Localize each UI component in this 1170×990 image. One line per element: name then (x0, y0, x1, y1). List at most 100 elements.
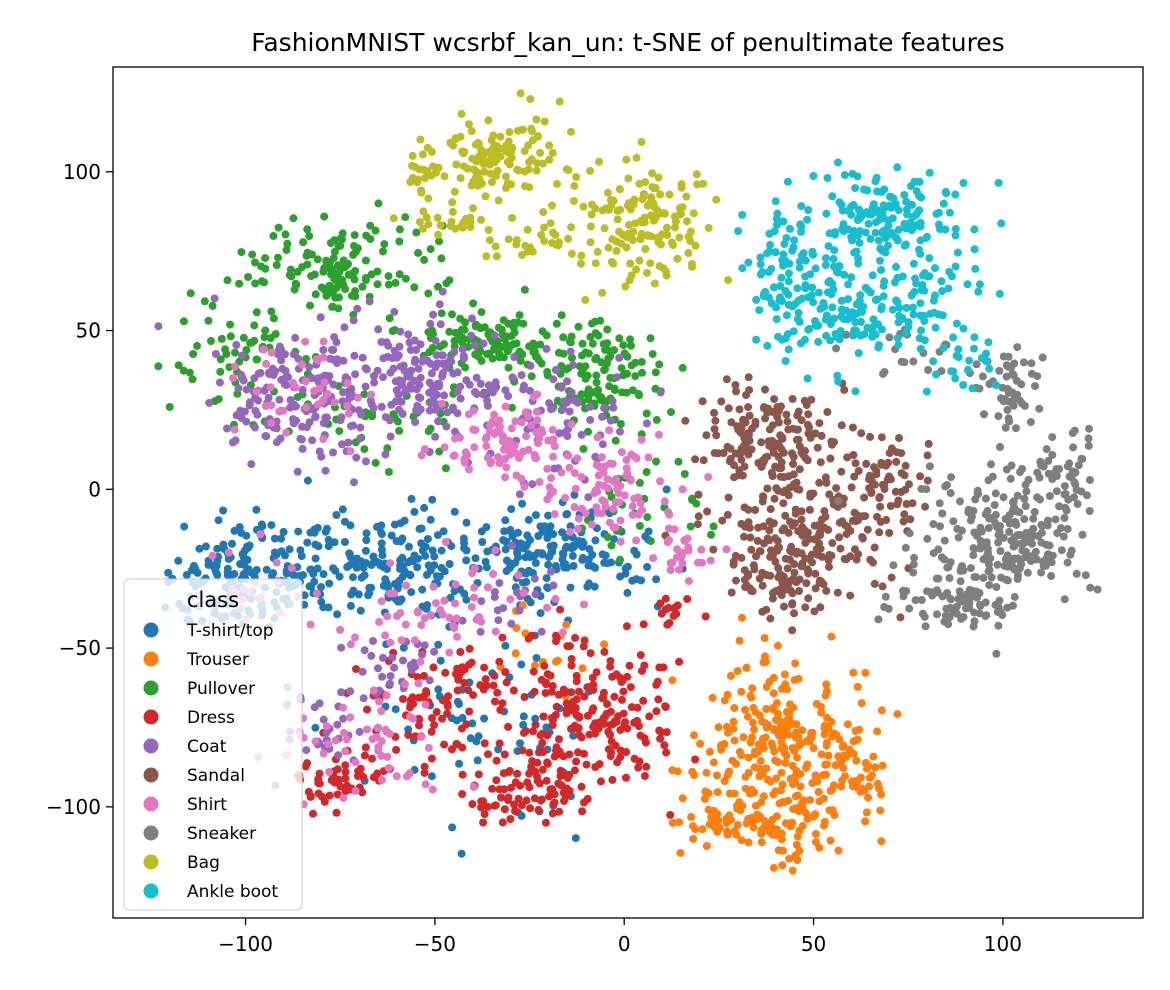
data-point (729, 724, 738, 733)
data-point (782, 234, 791, 242)
data-point (470, 341, 479, 350)
data-point (828, 192, 837, 201)
data-point (621, 282, 630, 291)
data-point (335, 427, 344, 436)
data-point (884, 230, 893, 239)
data-point (476, 627, 485, 636)
data-point (837, 312, 846, 321)
data-point (678, 485, 687, 494)
data-point (851, 727, 860, 735)
data-point (746, 533, 755, 542)
data-point (758, 268, 767, 277)
data-point (267, 307, 276, 316)
data-point (450, 507, 459, 516)
data-point (603, 533, 612, 542)
data-point (511, 417, 520, 426)
data-point (566, 347, 575, 356)
data-point (393, 612, 401, 620)
data-point (697, 545, 706, 554)
data-point (247, 460, 256, 469)
data-point (850, 472, 859, 481)
data-point (582, 760, 591, 769)
data-point (350, 478, 358, 487)
data-point (413, 563, 422, 572)
data-point (826, 836, 835, 845)
data-point (623, 588, 632, 597)
data-point (771, 248, 780, 257)
data-point (457, 109, 466, 118)
data-point (193, 341, 201, 350)
data-point (257, 520, 266, 529)
data-point (873, 295, 882, 304)
data-point (252, 387, 261, 396)
data-point (909, 310, 918, 319)
data-point (521, 182, 529, 191)
data-point (207, 337, 215, 345)
data-point (714, 723, 723, 732)
data-point (706, 556, 715, 565)
data-point (347, 389, 355, 398)
data-point (849, 451, 858, 459)
data-point (427, 389, 436, 398)
data-point (634, 763, 643, 772)
data-point (346, 553, 355, 562)
data-point (237, 370, 246, 379)
data-point (949, 367, 958, 376)
data-point (495, 459, 504, 468)
x-axis: −100 −50 0 50 100 (218, 918, 1022, 956)
data-point (869, 752, 878, 761)
data-point (223, 571, 232, 580)
data-point (765, 247, 774, 256)
data-point (605, 459, 614, 468)
data-point (748, 718, 757, 727)
data-point (448, 823, 457, 832)
data-point (532, 166, 541, 175)
data-point (526, 553, 534, 562)
data-point (450, 348, 459, 356)
data-point (549, 581, 558, 590)
data-point (373, 724, 382, 732)
data-point (654, 173, 663, 182)
data-point (448, 310, 456, 319)
data-point (1055, 502, 1064, 511)
data-point (513, 769, 522, 778)
data-point (586, 222, 595, 231)
data-point (419, 224, 427, 233)
data-point (880, 485, 889, 494)
data-point (404, 384, 413, 393)
data-point (874, 615, 883, 624)
data-point (452, 614, 461, 623)
data-point (917, 326, 925, 335)
data-point (652, 415, 661, 424)
data-point (675, 818, 684, 827)
data-point (531, 714, 540, 723)
legend-marker (143, 738, 159, 754)
data-point (562, 510, 571, 519)
data-point (1044, 456, 1053, 465)
y-tick-label: −50 (59, 636, 101, 660)
data-point (951, 224, 960, 233)
data-point (571, 704, 580, 712)
data-point (987, 460, 995, 469)
data-point (420, 614, 429, 623)
data-point (836, 544, 845, 553)
data-point (421, 174, 430, 182)
data-point (200, 297, 209, 306)
data-point (639, 620, 648, 629)
data-point (814, 288, 823, 297)
data-point (427, 754, 436, 763)
data-point (410, 336, 419, 345)
data-point (250, 321, 259, 330)
data-point (834, 846, 843, 855)
data-point (560, 397, 569, 406)
data-point (742, 432, 750, 441)
data-point (637, 138, 646, 146)
data-point (496, 132, 505, 141)
series-trouser (496, 601, 902, 875)
y-tick-label: −100 (46, 795, 101, 819)
data-point (185, 368, 194, 377)
data-point (615, 353, 624, 362)
data-point (230, 570, 239, 578)
data-point (494, 453, 503, 461)
data-point (879, 281, 888, 290)
